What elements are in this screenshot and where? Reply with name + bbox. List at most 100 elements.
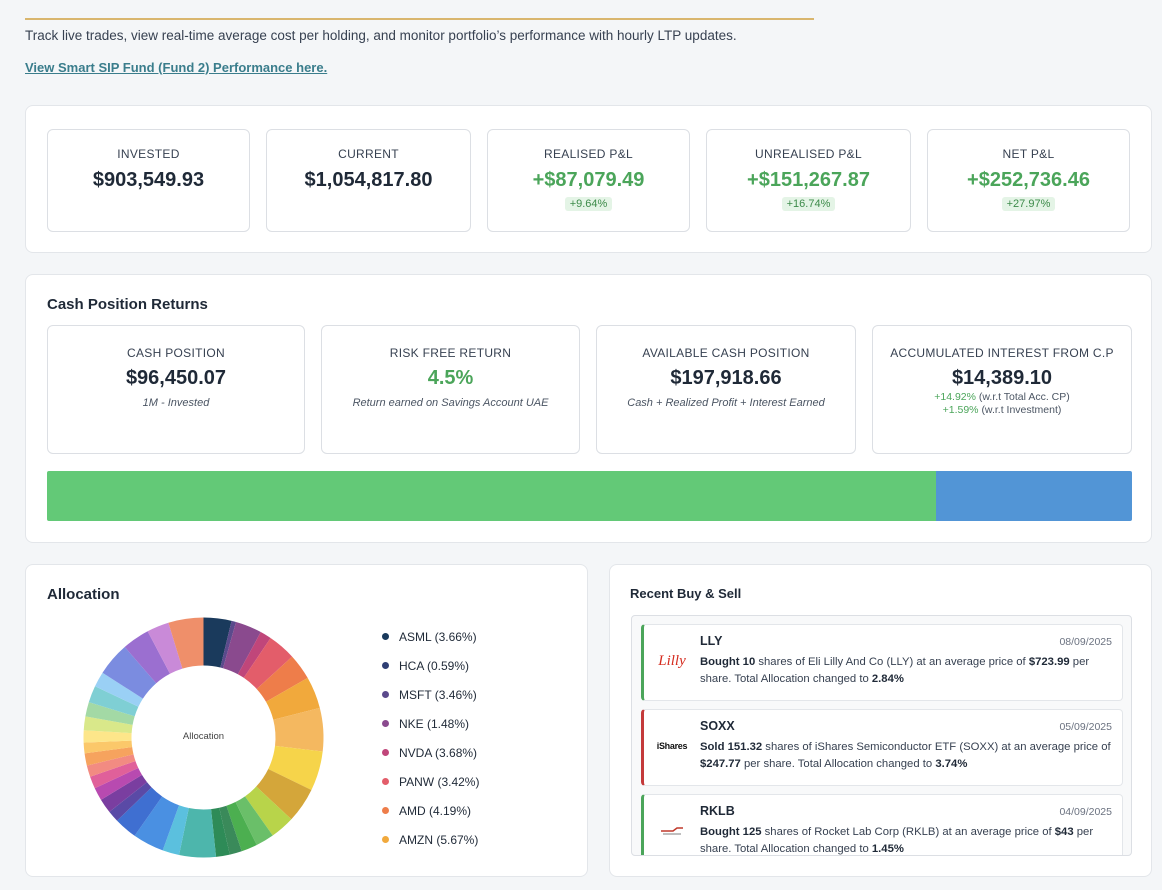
donut-slice[interactable] [266, 677, 320, 720]
donut-slice[interactable] [94, 672, 143, 707]
donut-slice[interactable] [223, 621, 261, 675]
donut-slice[interactable] [273, 707, 324, 752]
cash-position-note: 1M - Invested [142, 397, 210, 409]
legend-label: MSFT (3.46%) [399, 687, 477, 702]
trade-description: Bought 10 shares of Eli Lilly And Co (LL… [700, 654, 1116, 688]
donut-slice[interactable] [83, 716, 133, 734]
donut-slice[interactable] [245, 786, 292, 836]
trade-price: $43 [1054, 826, 1074, 838]
donut-slice[interactable] [220, 620, 237, 669]
available-cash-stat: AVAILABLE CASH POSITION $197,918.66 Cash… [596, 325, 856, 454]
unrealised-pl-value: +$151,267.87 [747, 169, 870, 191]
legend-color-dot [382, 836, 389, 843]
donut-slice[interactable] [100, 774, 148, 812]
trade-date: 05/09/2025 [1059, 721, 1112, 733]
realised-pl-value: +$87,079.49 [532, 169, 645, 191]
trade-date: 08/09/2025 [1059, 636, 1112, 648]
donut-slice[interactable] [235, 796, 273, 846]
donut-slice[interactable] [179, 807, 217, 858]
recent-trades-title: Recent Buy & Sell [630, 586, 742, 601]
donut-slice[interactable] [134, 796, 180, 851]
donut-slice[interactable] [256, 768, 312, 820]
trade-card[interactable]: Lilly LLY 08/09/2025 Bought 10 shares of El… [641, 624, 1123, 701]
legend-item[interactable]: NVDA (3.68%) [382, 738, 479, 767]
trade-symbol: RKLB [700, 804, 735, 818]
cash-allocation-bar [47, 471, 1132, 521]
trade-allocation: 2.84% [871, 673, 904, 685]
legend-item[interactable]: PANW (3.42%) [382, 767, 479, 796]
cash-section-title: Cash Position Returns [47, 296, 208, 313]
invested-stat: INVESTED $903,549.93 [47, 129, 250, 232]
recent-trades-feed[interactable]: Lilly LLY 08/09/2025 Bought 10 shares of El… [631, 615, 1132, 856]
legend-item[interactable]: HCA (0.59%) [382, 651, 479, 680]
trade-allocation: 1.45% [871, 843, 904, 855]
current-stat: CURRENT $1,054,817.80 [266, 129, 471, 232]
trade-description: Sold 151.32 shares of iShares Semiconduc… [700, 739, 1116, 773]
company-logo: iShares [656, 741, 688, 751]
interest-total-cp-pct: +14.92% [934, 391, 976, 403]
available-cash-label: AVAILABLE CASH POSITION [642, 346, 810, 360]
donut-slice[interactable] [83, 730, 132, 743]
donut-slice[interactable] [168, 617, 204, 669]
cash-position-value: $96,450.07 [125, 367, 227, 389]
cash-position-stat: CASH POSITION $96,450.07 1M - Invested [47, 325, 305, 454]
trade-card[interactable]: RKLB 04/09/2025 Bought 125 shares of Rocke… [641, 794, 1123, 855]
net-pl-value: +$252,736.46 [967, 169, 1090, 191]
donut-slice[interactable] [124, 631, 170, 684]
legend-item[interactable]: ASML (3.66%) [382, 622, 479, 651]
donut-slice[interactable] [211, 807, 230, 857]
legend-item[interactable]: NKE (1.48%) [382, 709, 479, 738]
trade-price: $723.99 [1028, 656, 1070, 668]
legend-color-dot [382, 778, 389, 785]
trade-text-part: shares of Rocket Lab Corp (RKLB) at an a… [761, 826, 1055, 838]
donut-slice[interactable] [83, 740, 133, 754]
legend-item[interactable]: AMD (4.19%) [382, 796, 479, 825]
legend-color-dot [382, 720, 389, 727]
donut-slice[interactable] [116, 787, 163, 836]
legend-item[interactable]: AMZN (5.67%) [382, 825, 479, 854]
donut-slice[interactable] [86, 754, 136, 777]
donut-slice[interactable] [256, 656, 308, 702]
donut-slice[interactable] [268, 745, 323, 790]
company-logo: Lilly [658, 652, 686, 669]
legend-label: ASML (3.66%) [399, 629, 477, 644]
page-subtitle: Track live trades, view real-time averag… [25, 28, 737, 43]
cash-bar-segment-primary [47, 471, 936, 521]
donut-slice[interactable] [147, 622, 183, 674]
donut-slice[interactable] [226, 802, 257, 852]
cash-position-card: Cash Position Returns CASH POSITION $96,… [25, 274, 1152, 543]
risk-free-return-label: RISK FREE RETURN [389, 346, 512, 360]
cash-position-label: CASH POSITION [127, 346, 225, 360]
risk-free-return-stat: RISK FREE RETURN 4.5% Return earned on S… [321, 325, 580, 454]
donut-slice[interactable] [85, 702, 135, 725]
legend-item[interactable]: MSFT (3.46%) [382, 680, 479, 709]
donut-slice[interactable] [94, 767, 142, 800]
donut-slice[interactable] [162, 805, 189, 855]
donut-slice[interactable] [102, 647, 157, 699]
legend-label: AMD (4.19%) [399, 803, 472, 818]
net-pl-label: NET P&L [1002, 147, 1055, 161]
donut-slice[interactable] [88, 686, 139, 717]
legend-label: AMZN (5.67%) [399, 832, 479, 847]
legend-label: NVDA (3.68%) [399, 745, 478, 760]
donut-slice[interactable] [219, 805, 242, 855]
donut-slice[interactable] [237, 632, 271, 678]
available-cash-note: Cash + Realized Profit + Interest Earned [627, 397, 825, 409]
trade-card[interactable]: iShares SOXX 05/09/2025 Sold 151.32 shares … [641, 709, 1123, 786]
trade-symbol: LLY [700, 634, 723, 648]
donut-slice[interactable] [90, 761, 139, 789]
trade-description: Bought 125 shares of Rocket Lab Corp (RK… [700, 824, 1116, 855]
company-logo [652, 819, 692, 843]
trade-text-part: per share. Total Allocation changed to [700, 826, 1094, 855]
invested-value: $903,549.93 [92, 169, 205, 191]
accumulated-interest-label: ACCUMULATED INTEREST FROM C.P [890, 346, 1114, 360]
smart-sip-fund-link[interactable]: View Smart SIP Fund (Fund 2) Performance… [25, 60, 328, 75]
donut-slice[interactable] [109, 782, 152, 821]
allocation-card: Allocation Allocation ASML (3.66%) HCA (0… [25, 564, 588, 877]
donut-slice[interactable] [203, 617, 232, 668]
realised-pl-stat: REALISED P&L +$87,079.49 +9.64% [487, 129, 690, 232]
donut-slice[interactable] [84, 747, 134, 766]
donut-slice[interactable] [243, 637, 293, 689]
invested-label: INVESTED [117, 147, 180, 161]
trade-quantity: Bought 10 [700, 656, 756, 668]
